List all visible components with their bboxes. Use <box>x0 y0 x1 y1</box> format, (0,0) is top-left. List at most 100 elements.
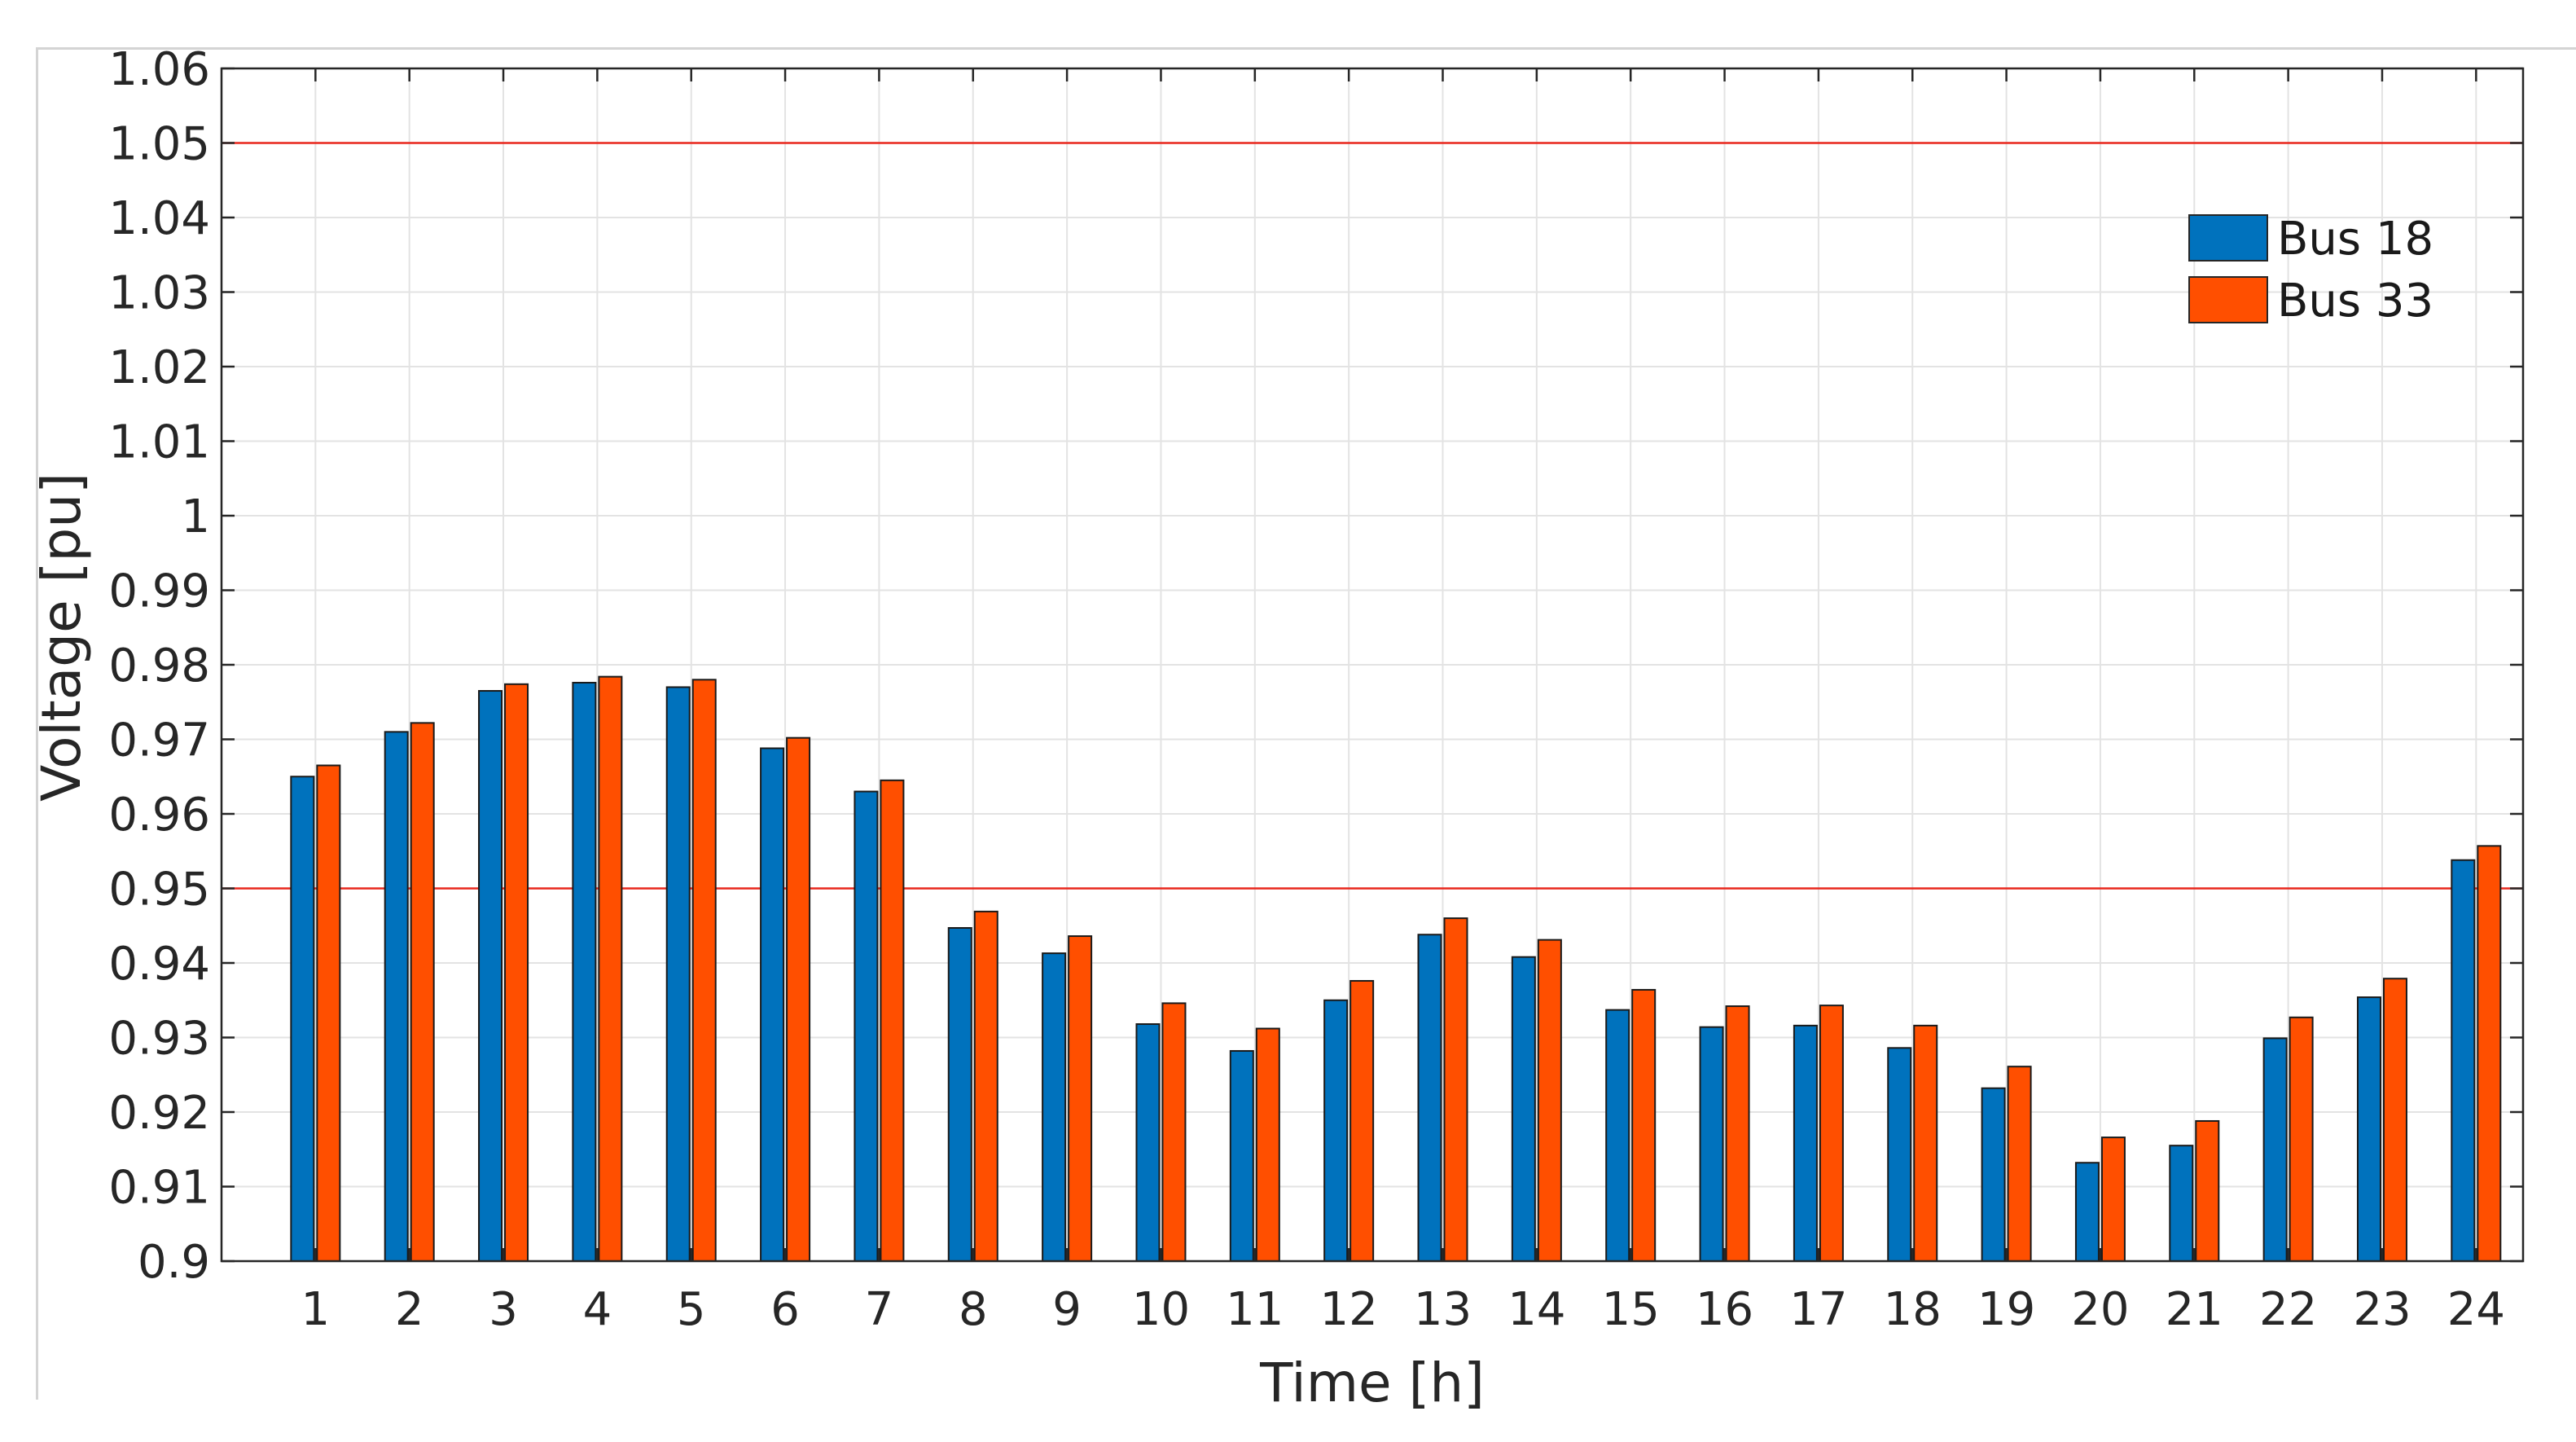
y-tick-label: 1.01 <box>108 416 210 469</box>
x-tick-label: 9 <box>1052 1283 1082 1336</box>
legend-swatch-bus-33 <box>2188 276 2268 323</box>
y-tick-label: 1 <box>181 490 210 543</box>
y-tick-label: 0.94 <box>108 938 210 991</box>
x-tick-label: 16 <box>1696 1283 1753 1336</box>
bar-bus-18 <box>1042 952 1067 1262</box>
bar-bus-18 <box>2074 1162 2100 1262</box>
x-axis-ticks: 1 2 3 4 5 6 7 8 9 10 11 12 13 14 15 16 17 18 19 20 21 22 23 24 <box>301 68 2505 1336</box>
y-axis-label: Voltage [pu] <box>30 473 93 802</box>
bar-bus-33 <box>1161 1002 1187 1263</box>
x-tick-label: 19 <box>1977 1283 2035 1336</box>
x-tick-label: 24 <box>2447 1283 2505 1336</box>
x-tick-label: 20 <box>2071 1283 2129 1336</box>
bar-bus-18 <box>1699 1026 1724 1262</box>
bar-bus-33 <box>410 722 435 1262</box>
y-tick-label: 0.98 <box>108 640 210 692</box>
x-tick-label: 8 <box>959 1283 988 1336</box>
bar-bus-33 <box>1913 1024 1938 1262</box>
x-tick-label: 13 <box>1414 1283 1472 1336</box>
x-tick-label: 23 <box>2353 1283 2411 1336</box>
bar-bus-33 <box>2477 845 2502 1262</box>
bar-bus-18 <box>2356 996 2381 1262</box>
bar-bus-33 <box>1725 1005 1750 1262</box>
bar-bus-33 <box>1537 939 1562 1262</box>
x-tick-label: 12 <box>1320 1283 1378 1336</box>
bar-bus-33 <box>1349 979 1375 1262</box>
x-tick-label: 14 <box>1507 1283 1565 1336</box>
bar-bus-18 <box>1793 1024 1818 1262</box>
bar-bus-33 <box>2007 1066 2032 1263</box>
legend-label-bus-18: Bus 18 <box>2277 213 2433 266</box>
bar-bus-33 <box>1631 988 1657 1262</box>
bar-bus-33 <box>316 764 341 1262</box>
bar-bus-18 <box>1229 1049 1254 1262</box>
x-tick-label: 11 <box>1226 1283 1284 1336</box>
y-tick-label: 0.91 <box>108 1162 210 1215</box>
bar-bus-18 <box>2451 859 2476 1262</box>
bar-bus-33 <box>1443 917 1468 1262</box>
x-tick-label: 2 <box>395 1283 424 1336</box>
y-axis-ticks: 0.9 0.91 0.92 0.93 0.94 0.95 0.96 0.97 0.98 0.99 1… <box>108 43 2523 1289</box>
bar-bus-18 <box>2169 1145 2194 1263</box>
bar-bus-33 <box>1819 1005 1844 1263</box>
bar-bus-33 <box>1255 1027 1280 1263</box>
bar-bus-33 <box>973 910 998 1262</box>
legend: Bus 18 Bus 33 <box>2188 213 2433 328</box>
legend-swatch-bus-18 <box>2188 214 2268 262</box>
x-tick-label: 17 <box>1789 1283 1847 1336</box>
x-tick-label: 22 <box>2259 1283 2317 1336</box>
y-tick-label: 0.96 <box>108 789 210 842</box>
y-tick-label: 0.95 <box>108 864 210 917</box>
bar-bus-18 <box>1323 999 1349 1262</box>
y-tick-label: 0.99 <box>108 565 210 618</box>
x-tick-label: 3 <box>489 1283 518 1336</box>
frame-border-top <box>36 47 2576 50</box>
x-axis-label: Time [h] <box>1259 1352 1485 1414</box>
y-tick-label: 1.02 <box>108 341 210 394</box>
bar-bus-18 <box>1417 934 1442 1262</box>
bar-bus-18 <box>760 747 785 1262</box>
bar-bus-18 <box>1511 956 1536 1263</box>
bar-bus-18 <box>1981 1087 2006 1262</box>
y-tick-label: 0.97 <box>108 714 210 767</box>
x-tick-label: 10 <box>1132 1283 1190 1336</box>
bar-bus-18 <box>1135 1023 1161 1263</box>
x-tick-label: 15 <box>1602 1283 1660 1336</box>
bar-bus-33 <box>504 683 529 1262</box>
bar-bus-33 <box>786 736 811 1262</box>
bar-bus-18 <box>1605 1009 1630 1263</box>
x-tick-label: 18 <box>1884 1283 1942 1336</box>
x-tick-label: 1 <box>301 1283 331 1336</box>
bar-bus-33 <box>691 679 717 1262</box>
x-tick-label: 7 <box>865 1283 894 1336</box>
bar-series <box>290 675 2502 1263</box>
y-tick-label: 1.05 <box>108 118 210 171</box>
bar-bus-33 <box>2195 1119 2220 1262</box>
bar-bus-33 <box>880 779 905 1262</box>
bar-bus-18 <box>572 681 597 1262</box>
bar-bus-18 <box>854 790 879 1262</box>
bar-bus-18 <box>384 731 409 1262</box>
y-tick-label: 1.03 <box>108 267 210 320</box>
y-tick-label: 1.04 <box>108 192 210 245</box>
bar-bus-18 <box>2262 1037 2288 1263</box>
y-tick-label: 1.06 <box>108 43 210 96</box>
bar-bus-18 <box>1887 1047 1912 1263</box>
bar-bus-33 <box>2100 1136 2126 1262</box>
bar-bus-18 <box>665 686 691 1262</box>
y-tick-label: 0.92 <box>108 1087 210 1140</box>
x-tick-label: 5 <box>677 1283 706 1336</box>
y-tick-label: 0.93 <box>108 1013 210 1066</box>
bar-bus-18 <box>290 776 315 1262</box>
bar-bus-18 <box>478 690 503 1262</box>
bar-bus-33 <box>2289 1016 2314 1263</box>
x-tick-label: 6 <box>770 1283 800 1336</box>
bar-bus-33 <box>1068 935 1093 1263</box>
x-tick-label: 4 <box>583 1283 612 1336</box>
bar-bus-33 <box>598 675 623 1262</box>
bar-bus-18 <box>947 926 972 1262</box>
bar-bus-33 <box>2382 978 2407 1262</box>
frame-border-left <box>36 47 38 1400</box>
